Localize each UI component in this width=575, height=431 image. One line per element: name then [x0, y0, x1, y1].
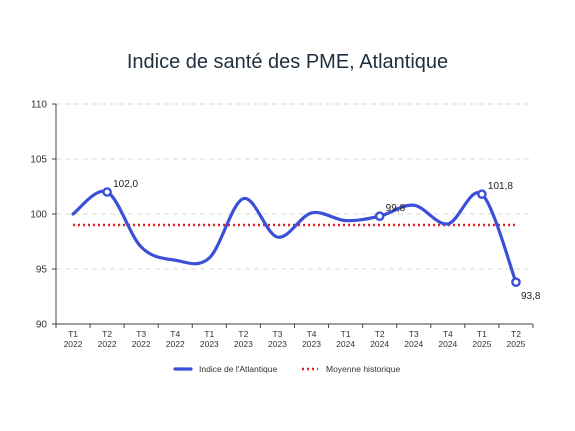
x-tick-label: 2022 — [64, 339, 83, 349]
data-point-marker — [511, 277, 521, 288]
axes: 9095100105110T12022T22022T32022T42022T12… — [30, 100, 534, 349]
x-tick-label: T3 — [409, 329, 419, 339]
data-label: 101,8 — [488, 181, 513, 192]
x-tick-label: T2 — [375, 329, 385, 339]
chart-title: Indice de santé des PME, Atlantique — [127, 51, 448, 73]
x-tick-label: 2023 — [268, 339, 287, 349]
x-tick-label: 2024 — [404, 339, 423, 349]
data-point-marker — [102, 187, 112, 197]
y-tick-label: 110 — [31, 100, 47, 111]
x-tick-label: 2024 — [438, 339, 457, 349]
x-tick-label: T1 — [68, 329, 78, 339]
x-tick-label: T2 — [238, 329, 248, 339]
x-tick-label: 2024 — [370, 339, 389, 349]
legend: Indice de l'Atlantique Moyenne historique — [173, 364, 400, 374]
x-tick-label: 2024 — [336, 339, 355, 349]
x-tick-label: T3 — [273, 329, 283, 339]
x-tick-label: 2023 — [200, 339, 219, 349]
x-tick-label: T4 — [443, 329, 453, 339]
data-label: 93,8 — [521, 291, 541, 302]
x-tick-label: T1 — [204, 329, 214, 339]
series-indice-atlantique — [71, 189, 518, 284]
x-tick-label: 2025 — [472, 339, 491, 349]
x-tick-label: 2022 — [166, 339, 185, 349]
data-point-marker — [374, 211, 385, 221]
y-tick-label: 105 — [30, 155, 47, 166]
y-tick-label: 95 — [36, 265, 48, 276]
x-tick-label: T1 — [477, 329, 487, 339]
x-tick-label: T4 — [307, 329, 317, 339]
x-tick-label: 2022 — [132, 339, 151, 349]
x-tick-label: T4 — [170, 329, 180, 339]
x-tick-label: T3 — [136, 329, 146, 339]
x-tick-label: 2023 — [234, 339, 253, 349]
x-tick-label: T2 — [102, 329, 112, 339]
data-label: 99,8 — [386, 203, 406, 214]
x-tick-label: 2025 — [507, 339, 526, 349]
data-labels: 102,0 99,8 101,8 93,8 — [113, 179, 541, 302]
x-tick-label: T1 — [341, 329, 351, 339]
x-tick-label: 2022 — [98, 339, 117, 349]
grid — [56, 103, 533, 270]
data-point-marker — [477, 189, 487, 199]
x-tick-label: T2 — [511, 329, 521, 339]
y-tick-label: 90 — [36, 320, 48, 331]
data-label: 102,0 — [113, 179, 138, 190]
y-tick-label: 100 — [30, 210, 47, 221]
legend-label-indice: Indice de l'Atlantique — [199, 364, 277, 374]
series — [71, 187, 521, 288]
x-tick-label: 2023 — [302, 339, 321, 349]
legend-label-moyenne: Moyenne historique — [326, 364, 400, 374]
